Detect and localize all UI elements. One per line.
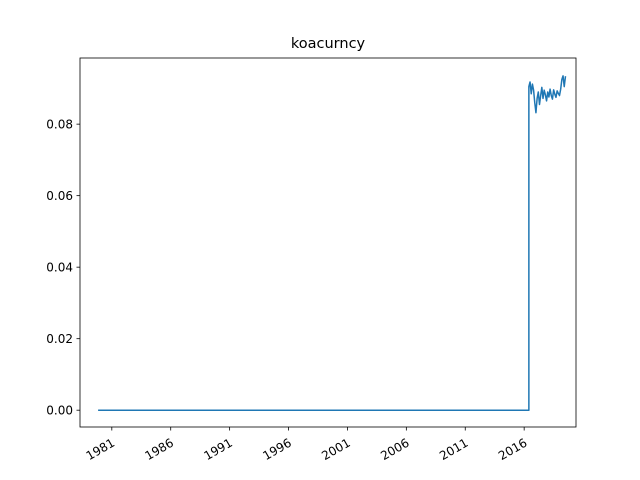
- y-tick-label: 0.02: [46, 332, 73, 346]
- x-tick-label: 1996: [260, 436, 293, 463]
- plot-frame: [79, 57, 577, 428]
- x-tick-label: 2011: [437, 436, 470, 463]
- x-tick-label: 2016: [496, 436, 529, 463]
- x-tick-label: 1981: [84, 436, 117, 463]
- x-tick-label: 1991: [201, 436, 234, 463]
- y-tick-label: 0.04: [46, 260, 73, 274]
- series-line: [98, 75, 567, 411]
- chart-title: koacurncy: [291, 36, 366, 52]
- y-tick-label: 0.08: [46, 117, 73, 131]
- y-tick-label: 0.00: [46, 403, 73, 417]
- x-tick-label: 2001: [319, 436, 352, 463]
- x-tick-label: 1986: [143, 436, 176, 463]
- y-axis: 0.00 0.02 0.04 0.06 0.08: [46, 117, 80, 417]
- x-tick-label: 2006: [378, 436, 411, 463]
- x-axis: 1981 1986 1991 1996 2001 2006 2011 2016: [84, 427, 529, 463]
- plot-series: [98, 75, 567, 411]
- y-tick-label: 0.06: [46, 189, 73, 203]
